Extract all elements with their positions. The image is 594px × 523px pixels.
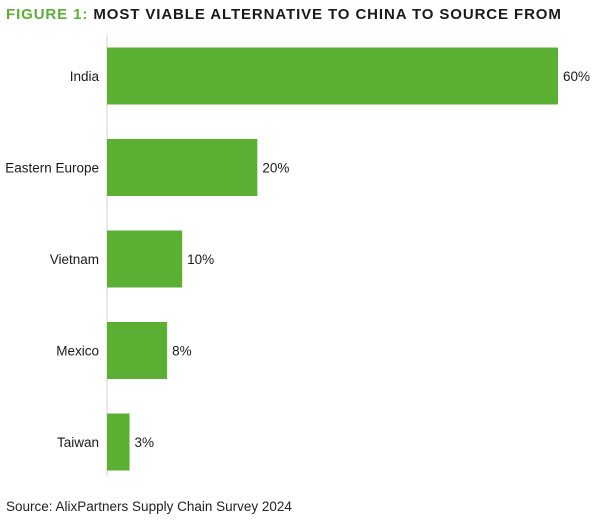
source-note: Source: AlixPartners Supply Chain Survey… <box>6 499 292 514</box>
category-label: Taiwan <box>57 435 99 450</box>
data-label: 10% <box>187 252 214 267</box>
data-label: 20% <box>262 161 289 176</box>
data-label: 3% <box>135 435 155 450</box>
bar-india <box>107 47 558 105</box>
bar-taiwan <box>107 413 130 471</box>
bar-chart: India 60% Eastern Europe 20% Vietnam 10% Mexic… <box>5 34 590 476</box>
bar-eastern-europe <box>107 139 258 196</box>
category-label: Eastern Europe <box>5 161 99 176</box>
data-label: 8% <box>172 344 192 359</box>
bar-vietnam <box>107 230 183 288</box>
bar-mexico <box>107 322 168 379</box>
figure-label: FIGURE 1: <box>6 6 89 23</box>
category-label: Vietnam <box>50 252 99 267</box>
category-label: India <box>70 69 100 84</box>
category-label: Mexico <box>56 344 99 359</box>
figure-title: FIGURE 1: MOST VIABLE ALTERNATIVE TO CHI… <box>6 6 562 24</box>
chart-title: MOST VIABLE ALTERNATIVE TO CHINA TO SOUR… <box>93 6 562 23</box>
data-label: 60% <box>563 69 590 84</box>
